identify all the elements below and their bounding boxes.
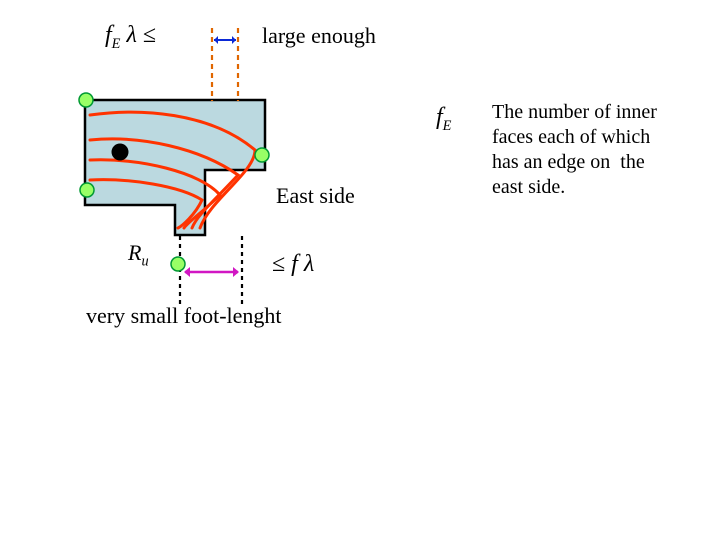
magenta-arrow-head-left — [184, 267, 190, 277]
label-foot-length: very small foot-lenght — [86, 302, 282, 330]
label-ru: Ru — [128, 240, 149, 270]
label-large-enough: large enough — [262, 22, 376, 50]
node-3 — [171, 257, 185, 271]
formula-fE-le: fE λ ≤ — [105, 22, 156, 53]
region-polygon — [85, 100, 265, 235]
node-0 — [79, 93, 93, 107]
anchor-dot — [112, 144, 129, 161]
node-2 — [255, 148, 269, 162]
magenta-arrow-head-right — [233, 267, 239, 277]
blue-arrow-head-right — [232, 36, 236, 44]
blue-arrow-head-left — [214, 36, 218, 44]
node-1 — [80, 183, 94, 197]
label-east-side: East side — [276, 182, 355, 210]
diagram-svg — [0, 0, 720, 540]
diagram-root: fE λ ≤ large enough East side Ru ≤ f λ v… — [0, 0, 720, 540]
definition-text: The number of inner faces each of which … — [492, 100, 657, 200]
formula-fE: fE — [436, 104, 451, 135]
formula-le-fl: ≤ f λ — [272, 251, 314, 278]
